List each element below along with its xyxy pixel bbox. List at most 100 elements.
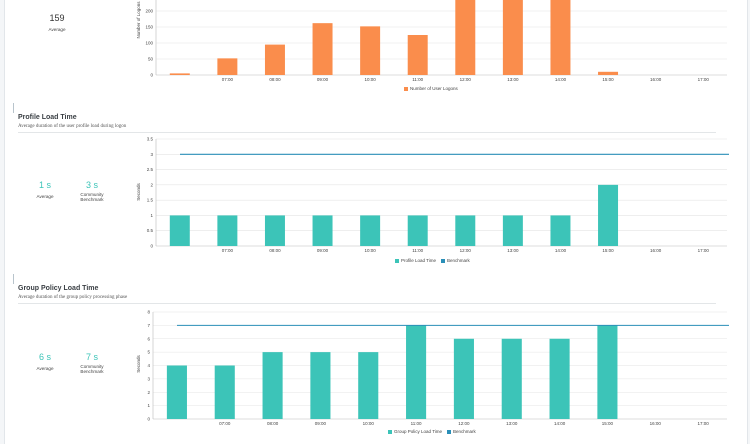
y-tick-label: 8 — [147, 310, 150, 315]
y-tick-label: 2.5 — [147, 167, 154, 172]
x-tick-label: 16:00 — [650, 77, 662, 82]
gpo-legend: Group Policy Load Time Benchmark — [388, 429, 481, 434]
x-tick-label: 15:00 — [602, 248, 614, 253]
x-tick-label: 15:00 — [602, 421, 614, 426]
x-tick-label: 08:00 — [267, 421, 279, 426]
x-tick-label: 17:00 — [698, 77, 710, 82]
gpo-benchmark-label: Community Benchmark — [62, 364, 122, 374]
benchmark-label-line1: Community — [80, 364, 104, 369]
logons-average-value: 159 — [49, 13, 65, 23]
y-axis-label: Seconds — [136, 182, 141, 200]
bar — [455, 0, 476, 75]
bar — [550, 0, 571, 75]
bar — [597, 325, 618, 419]
x-tick-label: 16:00 — [650, 248, 662, 253]
x-tick-label: 16:00 — [650, 421, 662, 426]
x-tick-label: 10:00 — [364, 248, 376, 253]
legend-label: Group Policy Load Time — [394, 429, 443, 434]
y-tick-label: 5 — [147, 350, 150, 355]
x-tick-label: 14:00 — [555, 248, 567, 253]
y-tick-label: 150 — [145, 25, 153, 30]
y-tick-label: 200 — [145, 9, 153, 14]
x-tick-label: 17:00 — [697, 421, 709, 426]
x-tick-label: 10:00 — [364, 77, 376, 82]
x-tick-label: 17:00 — [698, 248, 710, 253]
benchmark-label-line1: Community — [80, 192, 104, 197]
legend-swatch — [447, 429, 452, 434]
x-tick-label: 13:00 — [506, 421, 518, 426]
gpo-benchmark-value: 7 s — [85, 352, 98, 362]
logons-average-label: Average — [48, 27, 66, 32]
bar — [262, 352, 283, 419]
y-tick-label: 6 — [147, 336, 150, 341]
benchmark-label-line2: Benchmark — [80, 369, 104, 374]
legend-item: Group Policy Load Time — [388, 429, 442, 434]
y-tick-label: 1 — [147, 403, 150, 408]
bar — [502, 0, 523, 75]
bar — [455, 215, 476, 246]
profile-average-value: 1 s — [38, 180, 51, 190]
bar — [166, 365, 187, 419]
legend-item: Profile Load Time — [395, 258, 436, 263]
x-tick-label: 12:00 — [458, 421, 470, 426]
x-tick-label: 12:00 — [460, 77, 472, 82]
x-tick-label: 11:00 — [411, 421, 422, 426]
bar — [406, 325, 427, 419]
benchmark-label-line2: Benchmark — [80, 197, 104, 202]
y-tick-label: 0 — [150, 73, 153, 78]
legend-swatch — [404, 86, 408, 91]
y-tick-label: 0 — [147, 417, 150, 422]
gpo-section-title: Group Policy Load Time — [18, 285, 99, 292]
y-tick-label: 7 — [147, 323, 150, 328]
bar — [501, 338, 522, 419]
legend-item: Number of User Logons — [404, 86, 458, 91]
logons-legend: Number of User Logons — [404, 86, 463, 91]
y-tick-label: 2 — [150, 182, 153, 187]
legend-label: Benchmark — [447, 258, 470, 263]
profile-section-subtitle: Average duration of the user profile loa… — [18, 124, 127, 129]
profile-average-label: Average — [36, 194, 54, 199]
y-axis-label: Seconds — [136, 354, 141, 372]
legend-label: Benchmark — [453, 429, 476, 434]
x-tick-label: 14:00 — [555, 77, 567, 82]
x-tick-label: 13:00 — [507, 77, 519, 82]
bar — [310, 352, 331, 419]
bar — [407, 35, 428, 75]
gpo-average-label: Average — [36, 366, 54, 371]
x-tick-label: 09:00 — [317, 248, 329, 253]
y-tick-label: 1.5 — [147, 198, 154, 203]
bar — [214, 365, 235, 419]
bar — [360, 26, 381, 75]
x-tick-label: 12:00 — [460, 248, 472, 253]
x-tick-label: 09:00 — [317, 77, 329, 82]
x-tick-label: 08:00 — [269, 77, 281, 82]
legend-item: Benchmark — [447, 429, 476, 434]
legend-label: Number of User Logons — [410, 86, 458, 91]
x-tick-label: 14:00 — [554, 421, 566, 426]
y-tick-label: 100 — [145, 41, 153, 46]
y-tick-label: 2 — [147, 390, 150, 395]
gpo-average-value: 6 s — [38, 352, 51, 362]
bar — [264, 215, 285, 246]
y-tick-label: 4 — [147, 363, 150, 368]
bar — [169, 215, 190, 246]
x-tick-label: 07:00 — [219, 421, 231, 426]
legend-label: Profile Load Time — [401, 258, 437, 263]
x-tick-label: 11:00 — [412, 248, 423, 253]
x-tick-label: 10:00 — [363, 421, 375, 426]
y-tick-label: 3 — [147, 376, 150, 381]
x-tick-label: 15:00 — [602, 77, 614, 82]
bar — [598, 184, 619, 246]
bar — [264, 44, 285, 75]
section-marker — [13, 103, 14, 113]
legend-swatch — [441, 258, 446, 263]
bar — [358, 352, 379, 419]
y-tick-label: 0.5 — [147, 228, 154, 233]
profile-benchmark-value: 3 s — [85, 180, 98, 190]
legend-swatch — [395, 258, 399, 263]
x-tick-label: 08:00 — [269, 248, 281, 253]
legend-item: Benchmark — [441, 258, 470, 263]
section-divider — [18, 132, 716, 133]
bar — [549, 338, 570, 419]
y-axis-label: Number of Logons — [136, 1, 141, 39]
